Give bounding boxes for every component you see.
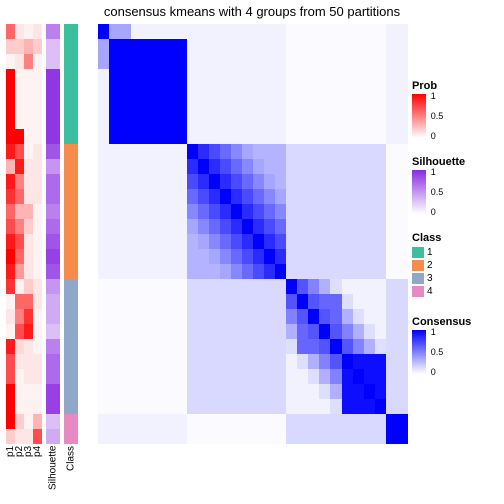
legend-class-item: 2	[412, 259, 500, 272]
annot-col-class	[64, 24, 78, 444]
annot-col-p2	[15, 24, 24, 444]
main-plot-area	[6, 24, 408, 444]
chart-title: consensus kmeans with 4 groups from 50 p…	[0, 0, 504, 21]
annot-col-p3	[24, 24, 33, 444]
annot-col-silhouette	[46, 24, 60, 444]
consensus-heatmap	[98, 24, 408, 444]
column-labels: p1 p2 p3 p4 Silhouette Class	[6, 446, 92, 502]
label-silhouette: Silhouette	[46, 446, 60, 502]
legend-consensus-bar	[412, 330, 426, 374]
annot-col-p4	[33, 24, 42, 444]
legend-class-item: 1	[412, 246, 500, 259]
annotation-columns	[6, 24, 92, 444]
legend-prob-bar	[412, 94, 426, 138]
legend-class: Class 1234	[412, 232, 500, 298]
legend-consensus: Consensus 1 0.5 0	[412, 316, 500, 374]
label-class: Class	[64, 446, 78, 502]
legend-prob: Prob 1 0.5 0	[412, 80, 500, 138]
legend-silhouette: Silhouette 1 0.5 0	[412, 156, 500, 214]
legend-silhouette-bar	[412, 170, 426, 214]
legend-class-item: 3	[412, 272, 500, 285]
annot-col-p1	[6, 24, 15, 444]
legend-class-item: 4	[412, 285, 500, 298]
label-p4: p4	[33, 446, 42, 502]
legends: Prob 1 0.5 0 Silhouette 1 0.5 0 Class 12…	[412, 80, 500, 392]
